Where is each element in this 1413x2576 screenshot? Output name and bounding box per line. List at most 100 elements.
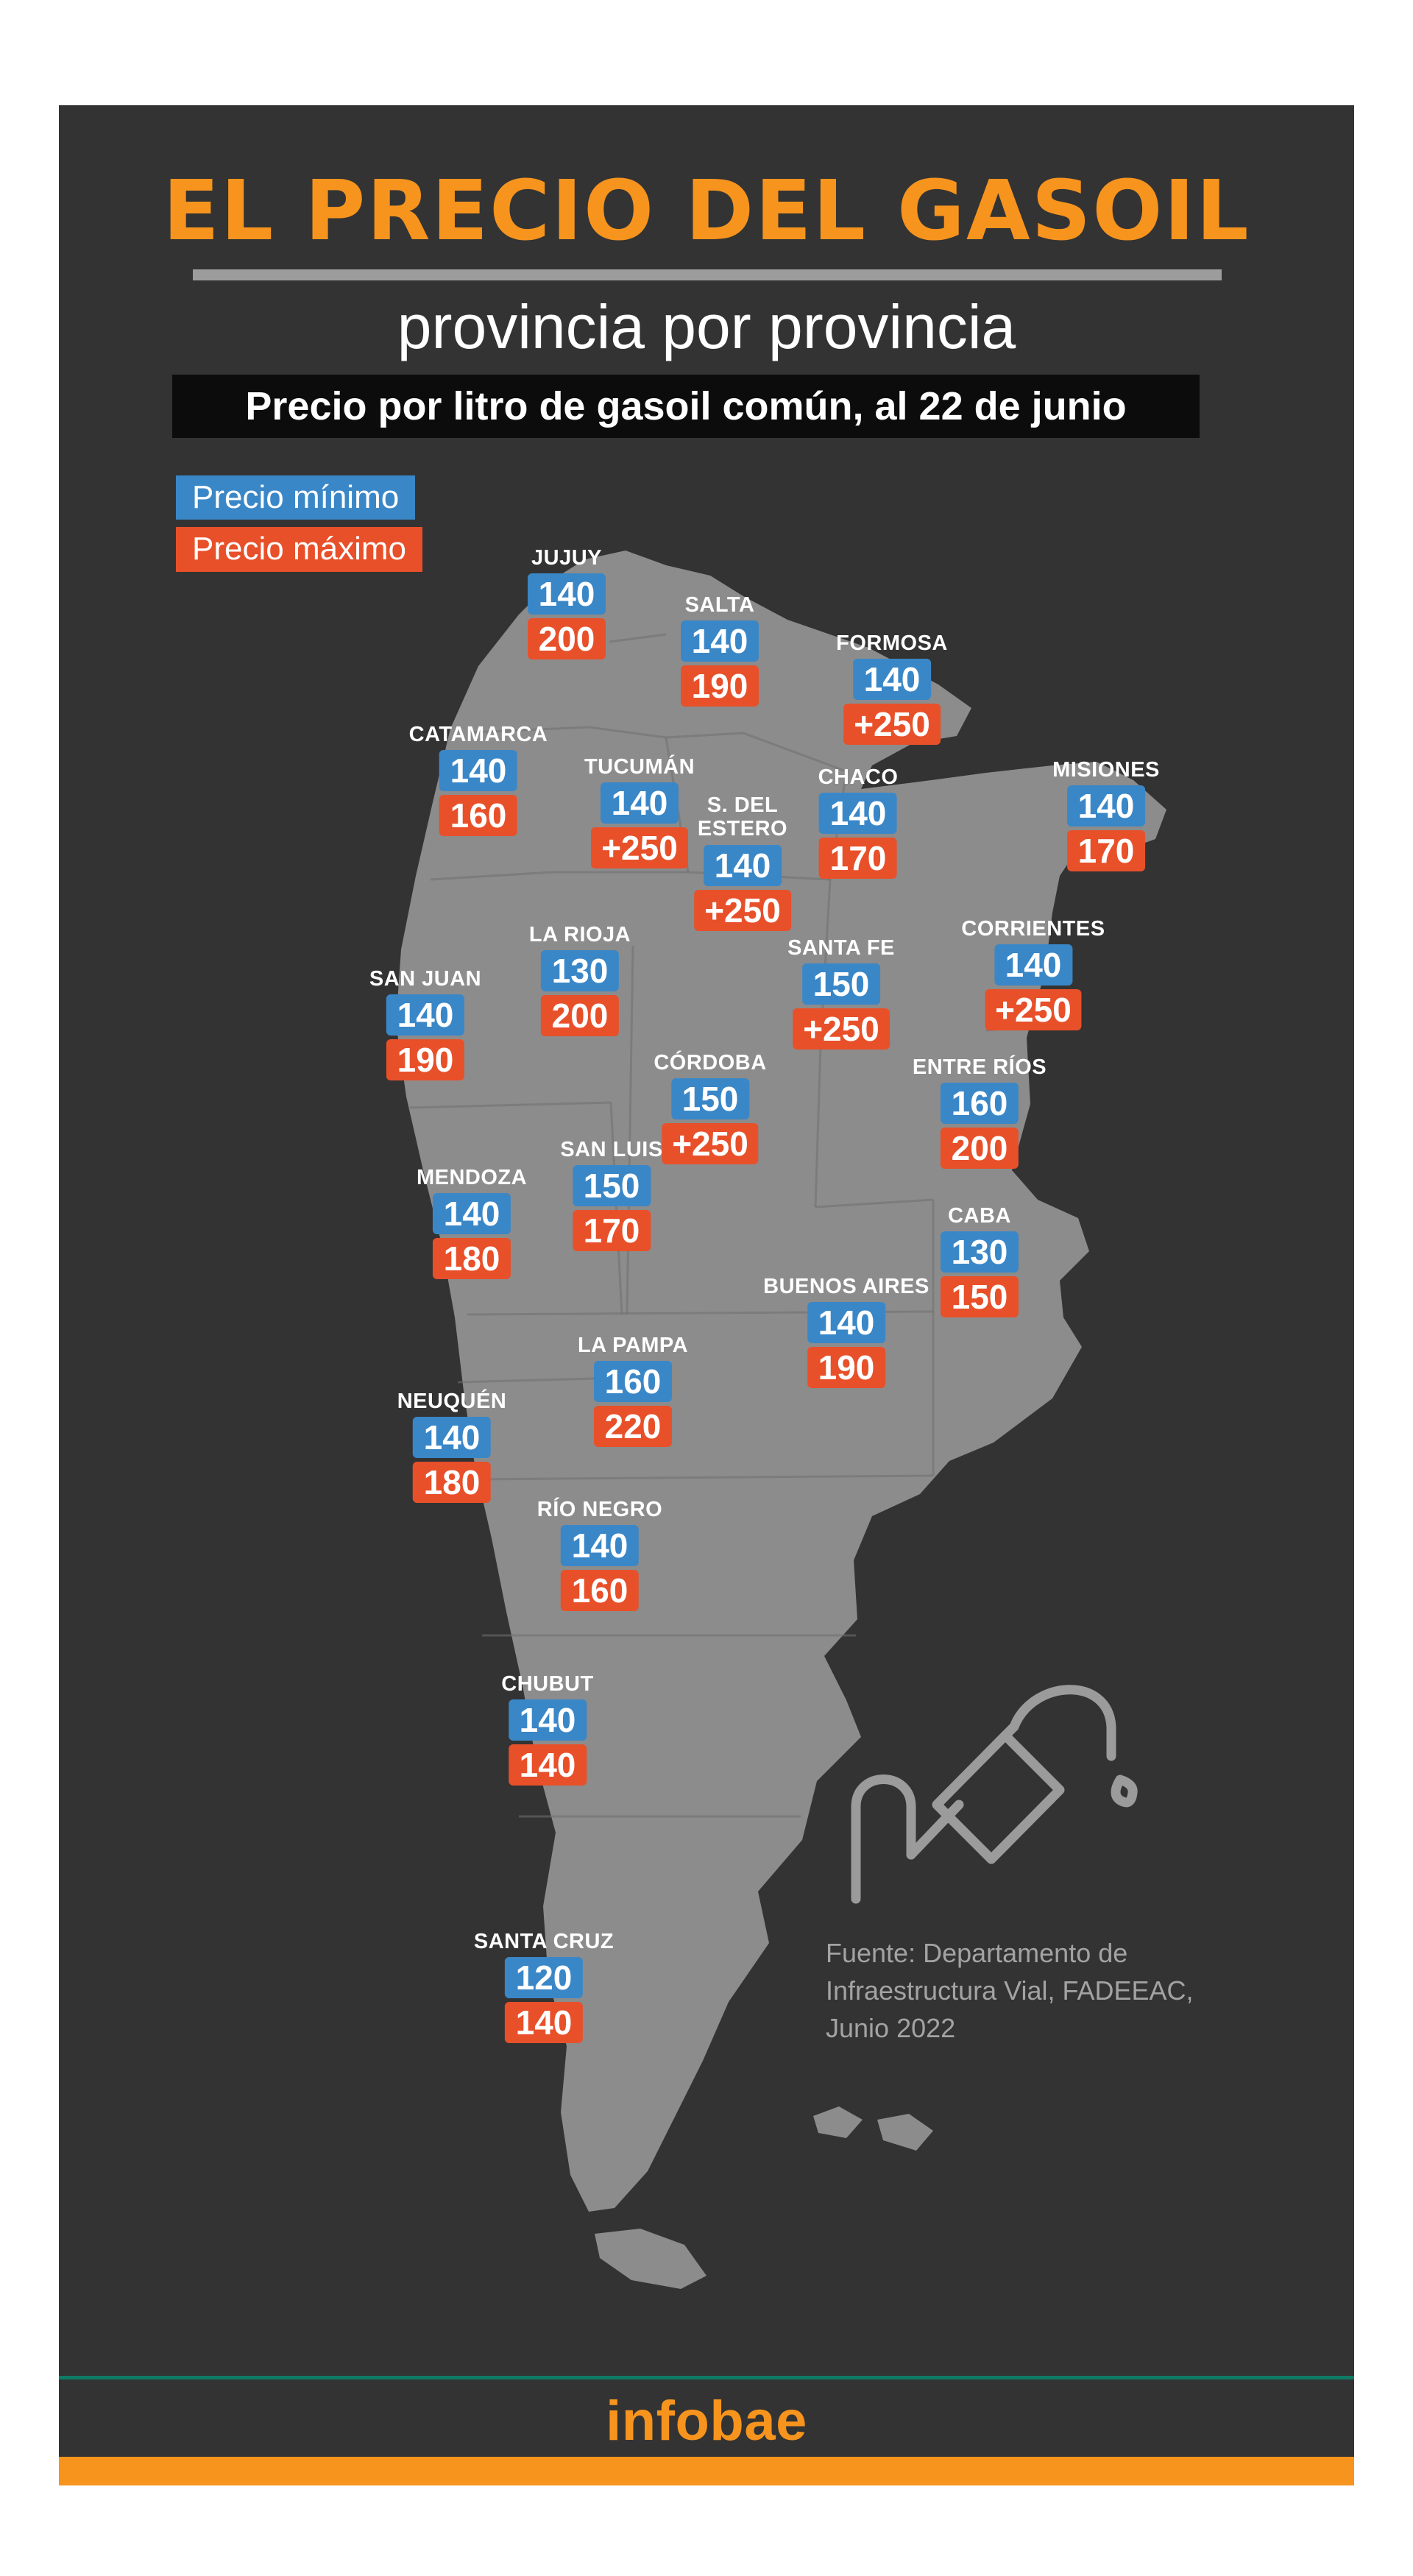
province-name: CABA [948, 1204, 1011, 1228]
province-name: MISIONES [1052, 758, 1160, 782]
min-price-badge: 150 [573, 1165, 651, 1207]
max-price-badge: 170 [819, 838, 897, 880]
max-price-badge: 150 [941, 1276, 1019, 1318]
province-block-buenos-aires: BUENOS AIRES 140 190 [763, 1275, 929, 1389]
max-price-badge: 180 [432, 1238, 511, 1280]
min-price-badge: 130 [541, 950, 619, 992]
province-name: NEUQUÉN [397, 1390, 507, 1413]
province-block-san-juan: SAN JUAN 140 190 [369, 967, 482, 1081]
province-name: LA RIOJA [528, 923, 631, 946]
province-block-neuqu-n: NEUQUÉN 140 180 [397, 1390, 507, 1504]
min-price-badge: 130 [941, 1231, 1019, 1273]
province-name: CATAMARCA [408, 723, 548, 746]
fuel-nozzle-icon [851, 1685, 1138, 1904]
max-price-badge: 200 [541, 995, 619, 1037]
min-price-badge: 140 [528, 573, 606, 615]
province-name: SALTA [684, 593, 755, 617]
min-price-badge: 140 [412, 1417, 491, 1459]
max-price-badge: +250 [793, 1008, 890, 1050]
min-price-badge: 140 [819, 793, 897, 835]
province-name: JUJUY [531, 546, 602, 570]
min-price-badge: 140 [1067, 785, 1145, 827]
page-subtitle: provincia por provincia [397, 292, 1016, 361]
legend-min-chip: Precio mínimo [176, 475, 416, 520]
province-name: S. DEL ESTERO [697, 793, 788, 841]
malvinas-island-east [877, 2114, 933, 2151]
province-block-chubut: CHUBUT 140 140 [501, 1672, 593, 1786]
province-block-entre-r-os: ENTRE RÍOS 160 200 [912, 1055, 1047, 1170]
source-text: Fuente: Departamento de Infraestructura … [826, 1938, 1194, 2044]
province-name: ENTRE RÍOS [912, 1055, 1047, 1079]
province-name: FORMOSA [836, 631, 948, 655]
province-name: CORRIENTES [961, 917, 1105, 941]
min-price-badge: 150 [671, 1078, 749, 1120]
min-price-badge: 160 [594, 1361, 672, 1403]
min-price-badge: 150 [802, 963, 880, 1005]
max-price-badge: 140 [504, 2002, 583, 2044]
province-block-jujuy: JUJUY 140 200 [528, 546, 606, 660]
max-price-badge: 170 [1067, 830, 1145, 872]
max-price-badge: +250 [694, 889, 791, 931]
infobae-logo: infobae [606, 2390, 807, 2452]
footer-divider [59, 2376, 1354, 2379]
max-price-badge: 160 [561, 1570, 639, 1612]
province-block-s-del-estero: S. DEL ESTERO 140 +250 [694, 793, 791, 931]
min-price-badge: 120 [504, 1957, 583, 1999]
province-name: BUENOS AIRES [763, 1275, 929, 1298]
province-name: CHACO [818, 765, 899, 789]
max-price-badge: 200 [941, 1128, 1019, 1170]
province-block-catamarca: CATAMARCA 140 160 [408, 723, 548, 837]
province-name: CÓRDOBA [654, 1051, 767, 1075]
min-price-badge: 160 [941, 1083, 1019, 1125]
max-price-badge: 160 [439, 795, 517, 837]
province-block-misiones: MISIONES 140 170 [1052, 758, 1160, 872]
province-name: SANTA FE [787, 936, 895, 960]
province-name: RÍO NEGRO [536, 1498, 663, 1521]
province-block-santa-fe: SANTA FE 150 +250 [787, 936, 895, 1050]
legend-max-chip: Precio máximo [176, 527, 422, 572]
max-price-badge: 220 [594, 1406, 672, 1448]
province-block-c-rdoba: CÓRDOBA 150 +250 [654, 1051, 767, 1165]
min-price-badge: 140 [994, 944, 1072, 986]
min-price-badge: 140 [601, 782, 679, 824]
province-name: SANTA CRUZ [473, 1930, 615, 1953]
max-price-badge: 200 [528, 618, 606, 660]
min-price-badge: 140 [509, 1699, 587, 1741]
province-name: CHUBUT [501, 1672, 594, 1696]
title-underline [193, 269, 1222, 280]
province-block-la-rioja: LA RIOJA 130 200 [528, 923, 631, 1037]
province-name: SAN LUIS [560, 1138, 663, 1161]
province-block-chaco: CHACO 140 170 [818, 765, 899, 880]
max-price-badge: 180 [412, 1462, 491, 1504]
min-price-badge: 140 [561, 1525, 639, 1567]
max-price-badge: +250 [985, 989, 1082, 1031]
province-block-salta: SALTA 140 190 [681, 593, 759, 707]
province-block-santa-cruz: SANTA CRUZ 120 140 [473, 1930, 615, 2044]
province-block-caba: CABA 130 150 [941, 1204, 1019, 1318]
footer-orange-bar [59, 2457, 1354, 2485]
province-name: MENDOZA [416, 1166, 528, 1189]
max-price-badge: 190 [681, 665, 759, 707]
max-price-badge: 190 [386, 1039, 464, 1081]
page-title: EL PRECIO DEL GASOIL [163, 163, 1250, 259]
province-block-formosa: FORMOSA 140 +250 [836, 631, 948, 746]
tierra-del-fuego-island [595, 2229, 706, 2289]
min-price-badge: 140 [386, 994, 464, 1036]
min-price-badge: 140 [807, 1302, 885, 1344]
province-block-san-luis: SAN LUIS 150 170 [560, 1138, 663, 1252]
province-name: LA PAMPA [577, 1334, 689, 1357]
max-price-badge: +250 [843, 704, 941, 746]
province-block-corrientes: CORRIENTES 140 +250 [961, 917, 1105, 1031]
max-price-badge: 190 [807, 1347, 885, 1389]
min-price-badge: 140 [853, 659, 931, 701]
province-name: SAN JUAN [369, 967, 482, 991]
province-block-tucum-n: TUCUMÁN 140 +250 [584, 755, 695, 869]
province-block-la-pampa: LA PAMPA 160 220 [577, 1334, 689, 1448]
max-price-badge: 140 [509, 1744, 587, 1786]
min-price-badge: 140 [704, 844, 782, 886]
max-price-badge: 170 [573, 1210, 651, 1252]
description-banner: Precio por litro de gasoil común, al 22 … [172, 375, 1200, 438]
min-price-badge: 140 [681, 620, 759, 662]
max-price-badge: +250 [662, 1123, 759, 1165]
